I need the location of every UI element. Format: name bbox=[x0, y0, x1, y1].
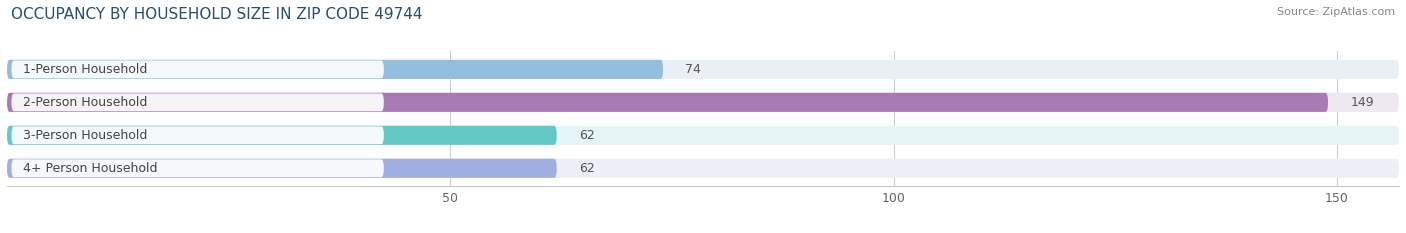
FancyBboxPatch shape bbox=[11, 61, 384, 78]
Text: 2-Person Household: 2-Person Household bbox=[22, 96, 148, 109]
Text: 62: 62 bbox=[579, 129, 595, 142]
FancyBboxPatch shape bbox=[7, 159, 1399, 178]
Text: 74: 74 bbox=[685, 63, 702, 76]
Text: 4+ Person Household: 4+ Person Household bbox=[22, 162, 157, 175]
FancyBboxPatch shape bbox=[7, 60, 1399, 79]
Text: 149: 149 bbox=[1350, 96, 1374, 109]
FancyBboxPatch shape bbox=[7, 126, 1399, 145]
Text: OCCUPANCY BY HOUSEHOLD SIZE IN ZIP CODE 49744: OCCUPANCY BY HOUSEHOLD SIZE IN ZIP CODE … bbox=[11, 7, 423, 22]
Text: 3-Person Household: 3-Person Household bbox=[22, 129, 148, 142]
FancyBboxPatch shape bbox=[7, 93, 1399, 112]
FancyBboxPatch shape bbox=[11, 93, 384, 111]
FancyBboxPatch shape bbox=[7, 60, 664, 79]
FancyBboxPatch shape bbox=[7, 126, 557, 145]
Text: Source: ZipAtlas.com: Source: ZipAtlas.com bbox=[1277, 7, 1395, 17]
FancyBboxPatch shape bbox=[11, 127, 384, 144]
FancyBboxPatch shape bbox=[11, 159, 384, 177]
FancyBboxPatch shape bbox=[7, 159, 557, 178]
Text: 62: 62 bbox=[579, 162, 595, 175]
FancyBboxPatch shape bbox=[7, 93, 1329, 112]
Text: 1-Person Household: 1-Person Household bbox=[22, 63, 148, 76]
